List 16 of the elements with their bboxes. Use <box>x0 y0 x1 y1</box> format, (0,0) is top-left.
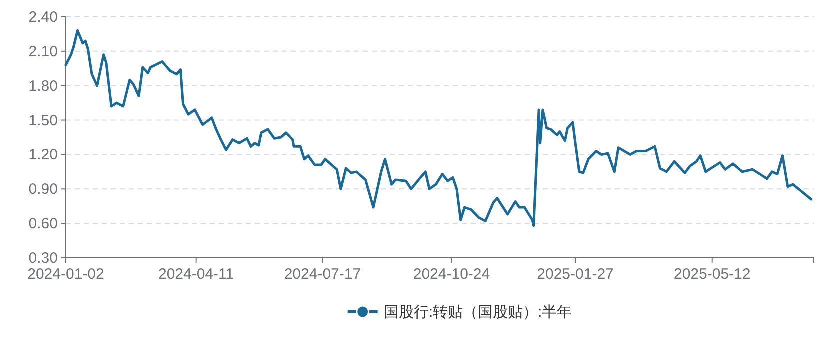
x-tick-label: 2024-10-24 <box>413 266 490 283</box>
x-tick-label: 2024-07-17 <box>284 266 362 283</box>
y-tick-label: 0.60 <box>28 216 58 233</box>
y-tick-label: 2.40 <box>28 9 58 26</box>
y-tick-label: 1.20 <box>28 146 58 164</box>
x-tick-label: 2024-04-11 <box>158 266 234 283</box>
x-tick-label: 2025-01-27 <box>537 266 614 283</box>
y-tick-label: 0.30 <box>28 250 58 267</box>
y-tick-label: 1.50 <box>28 112 58 130</box>
y-tick-label: 0.90 <box>28 181 58 198</box>
x-tick-label: 2024-01-02 <box>28 266 104 283</box>
legend-label: 国股行:转贴（国股贴）:半年 <box>384 304 572 321</box>
legend: 国股行:转贴（国股贴）:半年 <box>348 304 572 321</box>
x-tick-label: 2025-05-12 <box>674 266 751 283</box>
y-tick-label: 1.80 <box>28 78 58 95</box>
y-tick-label: 2.10 <box>28 43 58 60</box>
